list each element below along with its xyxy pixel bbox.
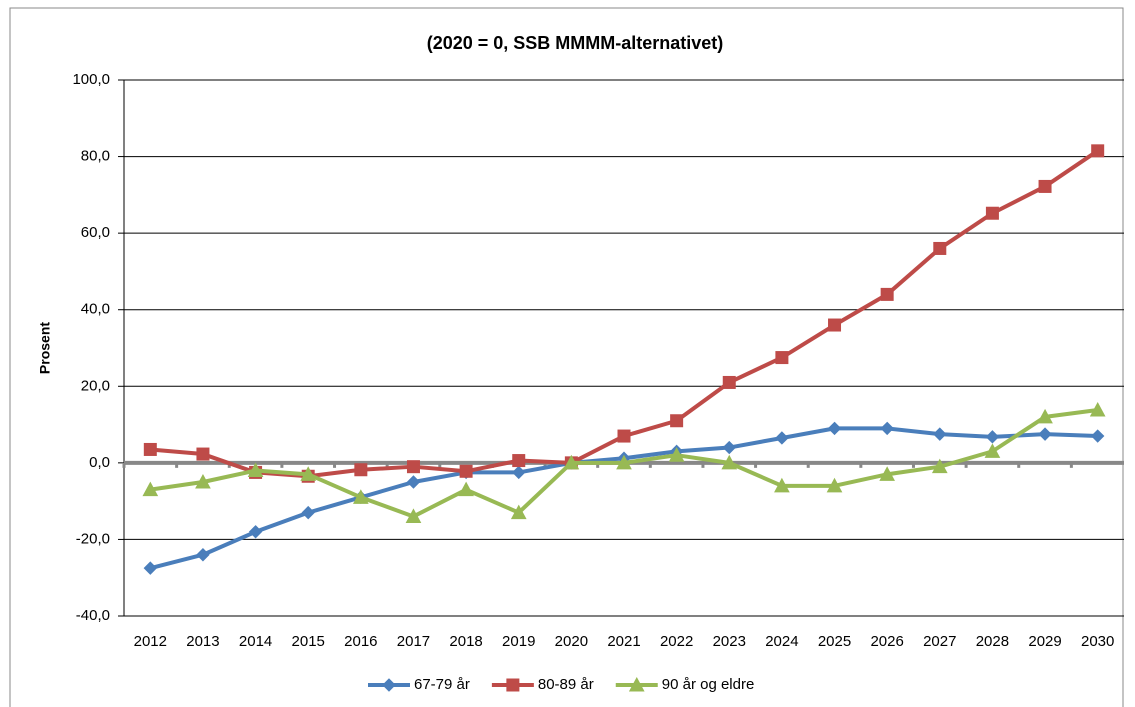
- data-point: [354, 463, 368, 477]
- data-point: [458, 481, 474, 497]
- x-tick-label: 2029: [1028, 633, 1061, 650]
- data-point: [828, 318, 842, 332]
- data-point: [721, 454, 738, 470]
- data-point: [143, 442, 157, 456]
- legend-marker: [382, 678, 396, 692]
- data-point: [931, 458, 948, 474]
- x-tick-label: 2028: [976, 633, 1009, 650]
- x-tick-label: 2019: [502, 633, 535, 650]
- y-tick-label: 80,0: [81, 148, 110, 165]
- data-point: [722, 375, 736, 389]
- y-tick-label: 40,0: [81, 301, 110, 318]
- data-point: [826, 477, 843, 493]
- data-point: [933, 241, 947, 255]
- x-tick-label: 2027: [923, 633, 956, 650]
- data-point: [670, 414, 684, 428]
- data-point: [512, 454, 526, 468]
- data-point: [775, 351, 789, 365]
- y-tick-label: -40,0: [76, 607, 110, 624]
- y-axis-label: Prosent: [37, 322, 53, 374]
- data-point: [300, 466, 317, 481]
- data-point: [248, 525, 263, 539]
- x-tick-label: 2017: [397, 633, 430, 650]
- x-tick-label: 2030: [1081, 633, 1114, 650]
- data-point: [195, 473, 211, 489]
- data-point: [196, 447, 210, 461]
- x-tick-label: 2013: [186, 633, 219, 650]
- data-point: [775, 431, 789, 445]
- x-tick-label: 2025: [818, 633, 851, 650]
- data-point: [827, 421, 842, 436]
- data-point: [1091, 144, 1105, 158]
- data-point: [563, 454, 580, 470]
- legend-label: 90 år og eldre: [662, 676, 755, 693]
- x-tick-label: 2018: [449, 633, 482, 650]
- data-point: [880, 287, 894, 301]
- legend-marker: [506, 678, 520, 692]
- y-tick-label: -20,0: [76, 530, 110, 547]
- y-tick-label: 0,0: [89, 454, 110, 471]
- data-point: [510, 504, 527, 520]
- data-point: [985, 430, 1000, 444]
- x-tick-label: 2021: [607, 633, 640, 650]
- data-point: [668, 447, 685, 462]
- x-tick-label: 2024: [765, 633, 798, 650]
- data-point: [512, 465, 526, 480]
- data-point: [1038, 179, 1052, 193]
- data-point: [984, 443, 1001, 458]
- x-tick-label: 2016: [344, 633, 377, 650]
- data-point: [879, 466, 895, 481]
- data-point: [1089, 401, 1106, 417]
- data-point: [405, 508, 422, 523]
- y-tick-label: 100,0: [72, 71, 110, 88]
- x-tick-label: 2014: [239, 633, 272, 650]
- data-point: [301, 505, 315, 520]
- y-tick-label: 20,0: [81, 377, 110, 394]
- chart-border: [9, 7, 1124, 707]
- data-point: [880, 421, 894, 436]
- data-point: [142, 481, 159, 497]
- data-point: [774, 477, 790, 493]
- data-point: [196, 548, 210, 562]
- data-point: [1037, 408, 1053, 424]
- chart-title: (2020 = 0, SSB MMMM-alternativet): [427, 33, 724, 53]
- data-point: [143, 561, 158, 575]
- data-point: [406, 475, 421, 489]
- data-point: [616, 454, 632, 470]
- legend-label: 67-79 år: [414, 676, 470, 693]
- legend-label: 80-89 år: [538, 676, 594, 693]
- legend-marker: [628, 676, 645, 692]
- x-tick-label: 2026: [870, 633, 903, 650]
- x-tick-label: 2012: [134, 633, 167, 650]
- x-tick-label: 2022: [660, 633, 693, 650]
- data-point: [406, 460, 420, 474]
- data-point: [933, 427, 947, 441]
- x-tick-label: 2020: [555, 633, 588, 650]
- data-point: [353, 489, 369, 504]
- y-tick-label: 60,0: [81, 224, 110, 241]
- data-point: [1038, 427, 1052, 441]
- data-point: [617, 429, 631, 443]
- data-point: [247, 462, 264, 478]
- x-tick-label: 2015: [292, 633, 325, 650]
- data-point: [459, 464, 473, 478]
- data-point: [722, 440, 736, 455]
- x-tick-label: 2023: [713, 633, 746, 650]
- data-point: [1090, 429, 1105, 443]
- data-point: [985, 206, 999, 220]
